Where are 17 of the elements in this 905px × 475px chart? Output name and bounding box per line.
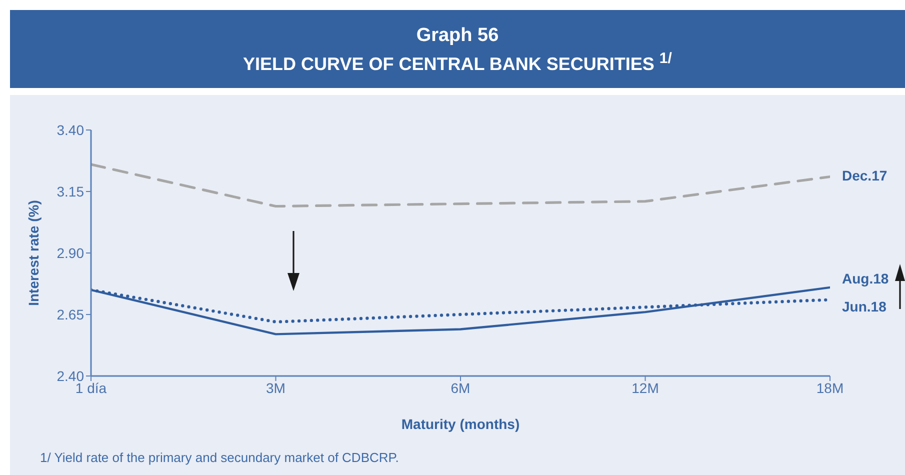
x-axis-title: Maturity (months) — [401, 416, 520, 432]
series-label: Dec.17 — [842, 167, 888, 184]
y-tick-label: 2.65 — [56, 306, 84, 322]
y-tick-label: 3.15 — [56, 183, 84, 200]
x-tick-label: 18M — [816, 380, 844, 396]
chart-subtitle: YIELD CURVE OF CENTRAL BANK SECURITIES $^{1/}$ — [242, 50, 673, 75]
y-axis-title: Interest rate (%) — [26, 200, 42, 306]
line-series — [91, 163, 830, 208]
x-tick-label: 3M — [266, 380, 286, 396]
x-tick-label: 6M — [450, 380, 470, 396]
y-tick-label: 2.90 — [56, 244, 84, 261]
text: 1/ Yield rate of the primary and secundary market of CDBCRP. — [40, 450, 399, 465]
series-label: Aug.18 — [842, 270, 889, 286]
series-label: Jun.18 — [842, 298, 887, 314]
x-tick-label: 12M — [632, 380, 659, 396]
chart-title: Graph 56 — [415, 25, 500, 47]
y-tick-label: 3.40 — [56, 122, 84, 138]
